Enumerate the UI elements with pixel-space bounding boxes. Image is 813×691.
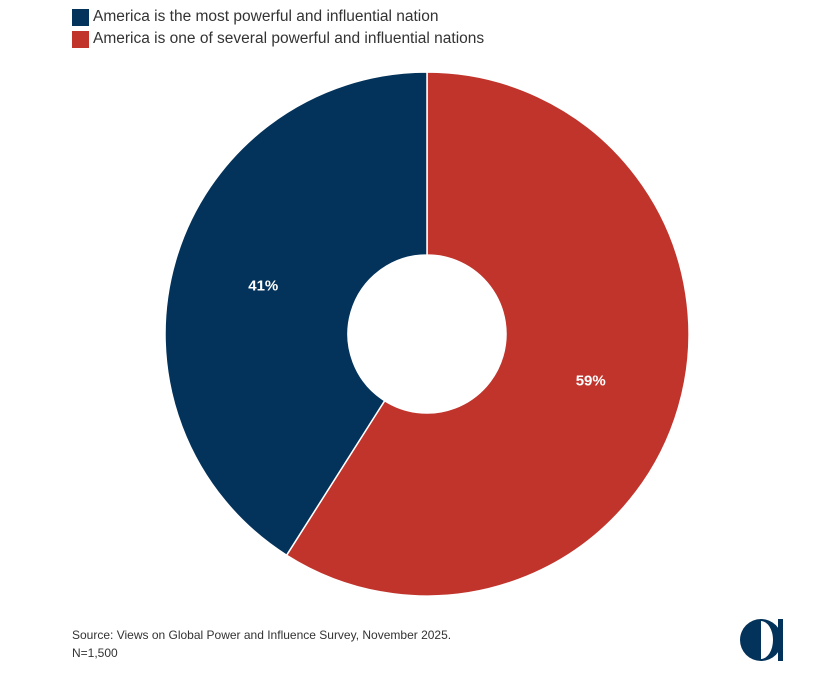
- legend-item-most-powerful: America is the most powerful and influen…: [72, 6, 484, 28]
- sample-size-note: N=1,500: [72, 646, 118, 660]
- legend-item-one-of-several: America is one of several powerful and i…: [72, 28, 484, 50]
- legend-label-most-powerful: America is the most powerful and influen…: [93, 8, 439, 25]
- legend-swatch-one-of-several: [72, 30, 89, 48]
- chart-legend: America is the most powerful and influen…: [72, 6, 484, 50]
- source-note: Source: Views on Global Power and Influe…: [72, 628, 452, 642]
- chart-footer: Source: Views on Global Power and Influe…: [72, 626, 451, 662]
- pie-slice-1: [285, 71, 690, 597]
- slice-label-1: 59%: [576, 373, 606, 390]
- pie-slice-0: [164, 71, 428, 557]
- slice-label-0: 41%: [248, 277, 278, 294]
- legend-label-one-of-several: America is one of several powerful and i…: [93, 30, 485, 47]
- half-moon-logo-icon: [740, 618, 783, 662]
- legend-swatch-most-powerful: [72, 8, 89, 26]
